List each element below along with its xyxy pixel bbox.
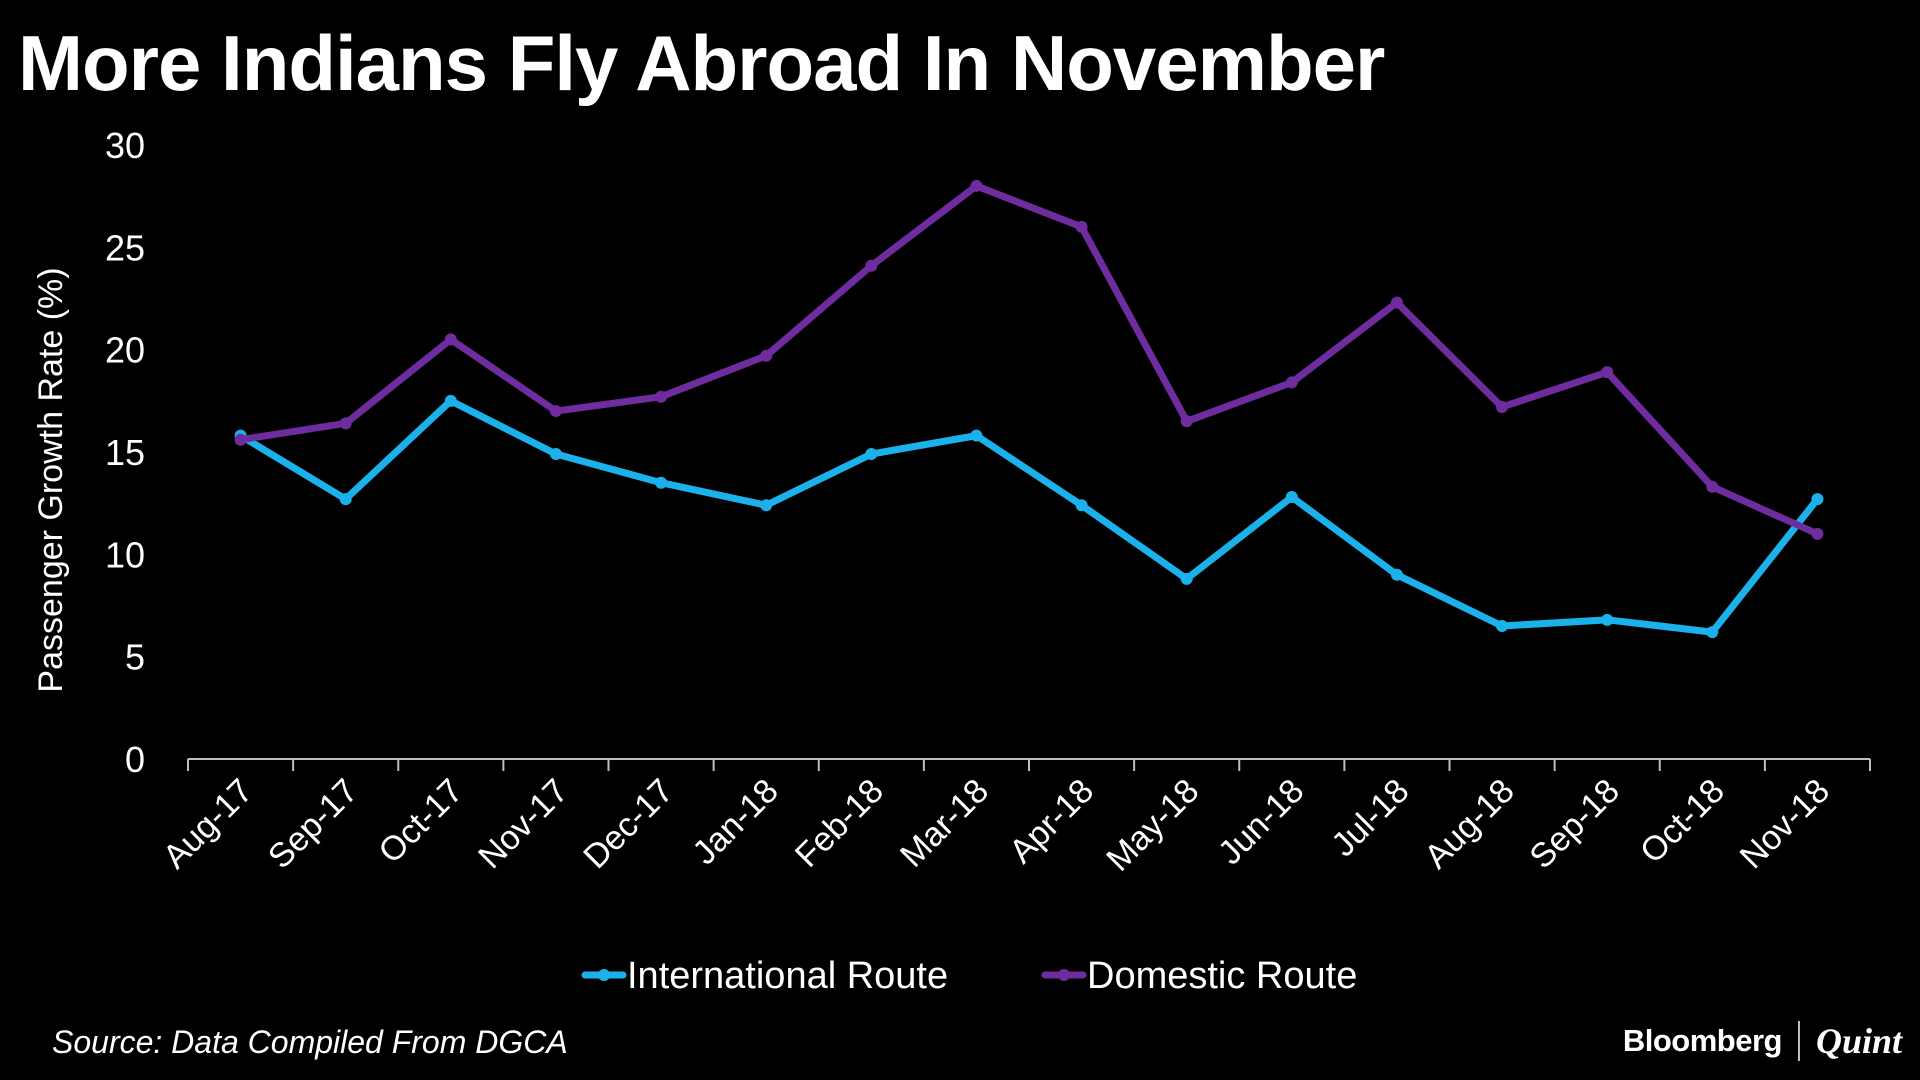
x-tick-label: Jul-18 [1324, 772, 1416, 864]
y-axis-label: Passenger Growth Rate (%) [32, 267, 70, 692]
chart-title: More Indians Fly Abroad In November [18, 19, 1385, 107]
y-tick-label: 30 [105, 125, 145, 166]
data-point [865, 448, 878, 461]
source-note: Source: Data Compiled From DGCA [52, 1024, 568, 1060]
data-point [970, 429, 983, 442]
data-point [1285, 376, 1298, 389]
legend-marker [1058, 969, 1070, 981]
y-tick-label: 25 [105, 227, 145, 268]
data-point [549, 405, 562, 418]
legend: International Route Domestic Route [581, 955, 1357, 997]
data-point [339, 417, 352, 430]
x-tick-label: Mar-18 [893, 772, 996, 875]
brand-bloomberg: Bloomberg [1622, 1023, 1783, 1058]
series-line-1 [237, 182, 1821, 538]
data-point [760, 499, 773, 512]
data-point [970, 179, 983, 192]
y-tick-label: 15 [105, 432, 145, 473]
x-tick-label: Aug-18 [1417, 772, 1521, 876]
y-tick-label: 5 [125, 637, 145, 678]
x-axis: Aug-17 Sep-17 Oct-17 Nov-17 Dec-17 Jan-18 Feb-… [156, 758, 1871, 879]
data-point [1706, 626, 1719, 639]
data-point [1811, 493, 1824, 506]
brand-logo: Bloomberg Quint [1623, 1020, 1902, 1062]
data-point [1075, 220, 1088, 233]
legend-label: International Route [627, 955, 948, 997]
x-tick-label: Sep-17 [261, 772, 365, 876]
data-point [1496, 400, 1509, 413]
data-point [1390, 296, 1403, 309]
y-tick-label: 0 [125, 739, 145, 780]
data-point [1601, 366, 1614, 379]
brand-divider [1797, 1021, 1800, 1061]
data-point [444, 333, 457, 346]
y-axis: 0 5 10 15 20 25 30 [105, 125, 145, 780]
x-tick-label: Oct-17 [371, 772, 470, 871]
data-point [234, 433, 247, 446]
x-tick-label: Apr-18 [1002, 772, 1101, 871]
data-point [1496, 619, 1509, 632]
data-point [444, 394, 457, 407]
x-tick-label: Nov-18 [1733, 772, 1837, 876]
data-point [760, 349, 773, 362]
x-tick-label: Nov-17 [471, 772, 575, 876]
x-tick-label: Jun-18 [1211, 772, 1311, 872]
data-point [1601, 613, 1614, 626]
data-point [655, 390, 668, 403]
x-tick-label: May-18 [1099, 772, 1206, 879]
series-line-0 [237, 397, 1821, 636]
data-point [1180, 415, 1193, 428]
data-point [1706, 480, 1719, 493]
legend-marker [598, 969, 610, 981]
data-point [1390, 568, 1403, 581]
y-tick-label: 10 [105, 534, 145, 575]
data-point [339, 493, 352, 506]
series-layer [234, 179, 1824, 639]
x-tick-label: Aug-17 [156, 772, 260, 876]
data-point [865, 259, 878, 272]
data-point [1811, 527, 1824, 540]
brand-quint: Quint [1815, 1021, 1902, 1061]
legend-label: Domestic Route [1087, 955, 1357, 997]
x-tick-label: Sep-18 [1522, 772, 1626, 876]
x-tick-label: Dec-17 [576, 772, 680, 876]
data-point [655, 476, 668, 489]
x-tick-label: Oct-18 [1633, 772, 1732, 871]
data-point [1075, 499, 1088, 512]
y-tick-label: 20 [105, 330, 145, 371]
x-tick-label: Jan-18 [685, 772, 785, 872]
x-tick-label: Feb-18 [788, 772, 891, 875]
data-point [549, 448, 562, 461]
data-point [1180, 572, 1193, 585]
data-point [1285, 491, 1298, 504]
